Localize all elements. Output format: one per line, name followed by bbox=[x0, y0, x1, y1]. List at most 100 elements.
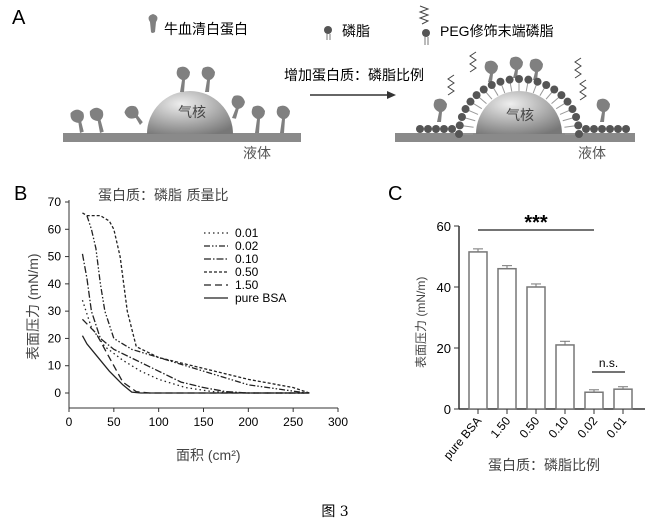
lipid-head bbox=[606, 125, 614, 133]
panel-b-label: B bbox=[14, 183, 27, 205]
x-tick-label: 0.02 bbox=[575, 414, 601, 441]
y-tick-label: 0 bbox=[54, 386, 61, 400]
lipid-head bbox=[550, 85, 559, 94]
x-tick-label: 0.10 bbox=[546, 414, 572, 441]
series-line-0.02 bbox=[86, 215, 307, 394]
series-line-0.50 bbox=[82, 212, 310, 394]
y-tick-label: 50 bbox=[48, 250, 62, 264]
x-tick-label: 0.01 bbox=[604, 414, 630, 441]
chart-c: 0 20 40 60 pure BSA 1.50 0.50 0.10 0.02 0.01 *** n.… bbox=[437, 212, 645, 462]
protein bbox=[529, 58, 543, 80]
legend-label: 0.10 bbox=[235, 252, 259, 266]
lipid-head bbox=[487, 80, 496, 89]
lipid-head bbox=[568, 105, 577, 114]
lipid-head bbox=[582, 125, 590, 133]
y-tick-label: 10 bbox=[48, 359, 62, 373]
lipid-head bbox=[557, 91, 566, 100]
lipid-head bbox=[572, 113, 581, 122]
lipid-head bbox=[424, 125, 432, 133]
x-tick-label: 50 bbox=[107, 415, 121, 429]
gas-core bbox=[147, 91, 233, 134]
y-tick-label: 60 bbox=[437, 219, 451, 234]
lipid-head bbox=[440, 125, 448, 133]
x-tick-label: 0 bbox=[66, 415, 73, 429]
lipid-head bbox=[466, 97, 475, 106]
protein bbox=[124, 105, 143, 125]
protein bbox=[276, 105, 290, 133]
y-tick-label: 30 bbox=[48, 304, 62, 318]
chart-c-xlabel: 蛋白质：磷脂比例 bbox=[488, 458, 600, 474]
chart-b: 0 50 100 150 200 250 300 0 10 20 30 40 50 60 70 0.010.0… bbox=[48, 195, 349, 429]
series-line-0.10 bbox=[81, 253, 310, 394]
liquid-surface bbox=[395, 133, 635, 142]
legend-peg-lipid: PEG修饰末端磷脂 bbox=[418, 5, 554, 45]
figure-caption: 图 3 bbox=[321, 504, 348, 520]
bar-0.50 bbox=[526, 286, 546, 410]
lipid-head bbox=[455, 121, 464, 130]
bar-0.01 bbox=[613, 388, 633, 410]
significance-label: n.s. bbox=[599, 356, 618, 370]
lipid-head bbox=[614, 125, 622, 133]
lipid-head bbox=[515, 75, 523, 83]
lipid-head bbox=[524, 75, 533, 84]
liquid-label: 液体 bbox=[243, 146, 271, 162]
protein bbox=[201, 66, 215, 92]
x-tick-label: 100 bbox=[149, 415, 169, 429]
legend-protein-text: 牛血清白蛋白 bbox=[164, 22, 248, 38]
y-tick-label: 40 bbox=[437, 280, 451, 295]
gas-core bbox=[476, 91, 562, 134]
lipid-head bbox=[575, 130, 583, 138]
y-tick-label: 40 bbox=[48, 277, 62, 291]
legend-peg-text: PEG修饰末端磷脂 bbox=[440, 23, 554, 39]
y-tick-label: 20 bbox=[437, 341, 451, 356]
legend-label: 0.01 bbox=[235, 226, 259, 240]
y-tick-label: 60 bbox=[48, 222, 62, 236]
x-tick-label: pure BSA bbox=[441, 414, 485, 462]
legend-label: 0.02 bbox=[235, 239, 259, 253]
x-tick-label: 1.50 bbox=[488, 414, 514, 441]
protein bbox=[509, 56, 523, 78]
arrow-text: 增加蛋白质：磷脂比例 bbox=[284, 68, 424, 84]
chart-b-xlabel: 面积 (cm²) bbox=[176, 447, 241, 463]
legend-lipid-text: 磷脂 bbox=[342, 24, 370, 40]
peg-chain bbox=[579, 79, 587, 101]
bar-0.10 bbox=[555, 344, 575, 410]
x-tick-label: 300 bbox=[328, 415, 348, 429]
y-tick-label: 70 bbox=[48, 195, 62, 209]
chart-c-ylabel: 表面压力 (mN/m) bbox=[414, 277, 428, 368]
protein bbox=[176, 66, 190, 92]
legend-label: pure BSA bbox=[235, 291, 286, 305]
lipid-head bbox=[496, 77, 505, 86]
bubble-before: 气核 液体 bbox=[63, 66, 301, 162]
bar-1.50 bbox=[497, 267, 517, 410]
lipid-head bbox=[448, 125, 456, 133]
protein bbox=[251, 105, 265, 133]
arrow: 增加蛋白质：磷脂比例 bbox=[284, 68, 424, 99]
lipid-head bbox=[542, 80, 551, 89]
lipid-head bbox=[563, 97, 572, 106]
liquid-label: 液体 bbox=[578, 146, 606, 162]
y-tick-label: 20 bbox=[48, 331, 62, 345]
series-line-pure-BSA bbox=[81, 335, 310, 394]
y-tick-label: 0 bbox=[444, 402, 451, 417]
lipid-head bbox=[598, 125, 606, 133]
bar-0.02 bbox=[584, 391, 604, 410]
lipid-head bbox=[622, 125, 630, 133]
peg-chain-icon bbox=[418, 5, 430, 25]
peg-chain bbox=[447, 74, 455, 96]
bubble-after: 气核 液体 bbox=[395, 51, 635, 162]
significance-label: *** bbox=[524, 212, 548, 234]
protein bbox=[596, 98, 610, 122]
protein bbox=[231, 95, 245, 119]
x-tick-label: 200 bbox=[238, 415, 258, 429]
peg-chain bbox=[469, 51, 477, 73]
lipid-head bbox=[505, 75, 514, 84]
x-tick-label: 250 bbox=[283, 415, 303, 429]
core-label: 气核 bbox=[178, 105, 206, 121]
lipid-head bbox=[479, 85, 488, 94]
protein-icon bbox=[148, 14, 158, 33]
chart-b-ylabel: 表面压力 (mN/m) bbox=[25, 253, 41, 360]
liquid-surface bbox=[63, 133, 301, 142]
